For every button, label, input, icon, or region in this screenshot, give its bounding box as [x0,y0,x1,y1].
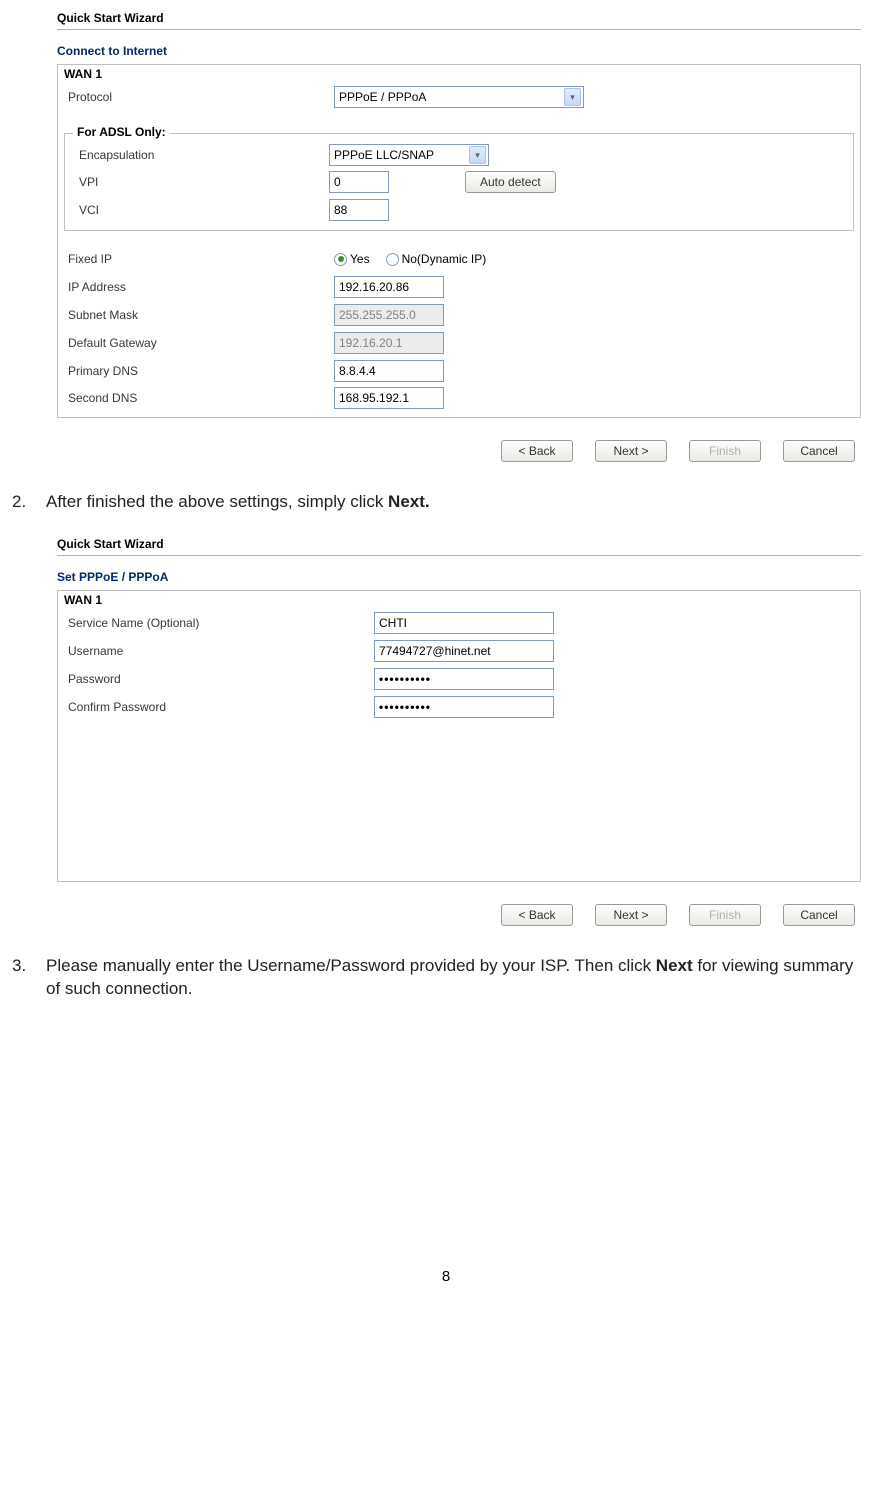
protocol-select[interactable]: PPPoE / PPPoA ▾ [334,86,584,108]
sdns-input[interactable]: 168.95.192.1 [334,387,444,409]
svcname-label: Service Name (Optional) [64,616,374,630]
vpi-label: VPI [75,175,329,189]
password-input[interactable]: •••••••••• [374,668,554,690]
wan1-box-2: WAN 1 Service Name (Optional) CHTI Usern… [57,590,861,882]
vci-label: VCI [75,203,329,217]
finish-button: Finish [689,440,761,462]
wan1-box: WAN 1 Protocol PPPoE / PPPoA ▾ For ADSL … [57,64,861,418]
vpi-input[interactable]: 0 [329,171,389,193]
svcname-input[interactable]: CHTI [374,612,554,634]
username-input[interactable]: 77494727@hinet.net [374,640,554,662]
chevron-down-icon: ▾ [564,88,581,106]
adsl-legend: For ADSL Only: [73,125,170,139]
step-3-text-bold: Next [656,956,693,975]
encap-select-value: PPPoE LLC/SNAP [334,148,434,162]
subnet-input: 255.255.255.0 [334,304,444,326]
encap-select[interactable]: PPPoE LLC/SNAP ▾ [329,144,489,166]
protocol-label: Protocol [64,90,334,104]
step-3-number: 3. [12,955,46,1001]
wizard-panel-connect: Quick Start Wizard Connect to Internet W… [56,0,862,467]
step-3-text: Please manually enter the Username/Passw… [46,955,862,1001]
sdns-label: Second DNS [64,391,334,405]
chevron-down-icon: ▾ [469,146,486,164]
wizard-title: Quick Start Wizard [57,11,861,25]
step-2-text: After finished the above settings, simpl… [46,491,862,514]
wizard-buttons-1: < Back Next > Finish Cancel [57,428,861,466]
section-title-pppoe: Set PPPoE / PPPoA [57,570,861,584]
pdns-label: Primary DNS [64,364,334,378]
cancel-button[interactable]: Cancel [783,440,855,462]
fixedip-yes-label: Yes [350,252,370,266]
back-button[interactable]: < Back [501,440,573,462]
step-2-number: 2. [12,491,46,514]
gateway-input: 192.16.20.1 [334,332,444,354]
adsl-fieldset: For ADSL Only: Encapsulation PPPoE LLC/S… [64,133,854,231]
step-2-text-bold: Next. [388,492,430,511]
autodetect-button[interactable]: Auto detect [465,171,556,193]
divider [57,29,861,30]
step-3-text-a: Please manually enter the Username/Passw… [46,956,656,975]
wizard-buttons-2: < Back Next > Finish Cancel [57,892,861,930]
subnet-label: Subnet Mask [64,308,334,322]
pdns-input[interactable]: 8.8.4.4 [334,360,444,382]
fixedip-no-label: No(Dynamic IP) [402,252,487,266]
back-button-2[interactable]: < Back [501,904,573,926]
radio-checked-icon [334,253,347,266]
finish-button-2: Finish [689,904,761,926]
wan1-header-2: WAN 1 [58,591,860,609]
username-label: Username [64,644,374,658]
page-number: 8 [0,1268,892,1285]
next-button[interactable]: Next > [595,440,667,462]
confirm-password-input[interactable]: •••••••••• [374,696,554,718]
ipaddr-input[interactable]: 192.16.20.86 [334,276,444,298]
wizard-panel-pppoe: Quick Start Wizard Set PPPoE / PPPoA WAN… [56,526,862,931]
step-3: 3. Please manually enter the Username/Pa… [12,955,862,1001]
fixedip-no-radio[interactable]: No(Dynamic IP) [386,252,487,266]
wan1-header: WAN 1 [58,65,860,83]
step-2: 2. After finished the above settings, si… [12,491,862,514]
vci-input[interactable]: 88 [329,199,389,221]
confirm-password-label: Confirm Password [64,700,374,714]
fixedip-label: Fixed IP [64,252,334,266]
step-2-text-a: After finished the above settings, simpl… [46,492,388,511]
section-title-connect: Connect to Internet [57,44,861,58]
ipaddr-label: IP Address [64,280,334,294]
cancel-button-2[interactable]: Cancel [783,904,855,926]
radio-unchecked-icon [386,253,399,266]
password-label: Password [64,672,374,686]
encap-label: Encapsulation [75,148,329,162]
fixedip-yes-radio[interactable]: Yes [334,252,370,266]
gateway-label: Default Gateway [64,336,334,350]
next-button-2[interactable]: Next > [595,904,667,926]
protocol-select-value: PPPoE / PPPoA [339,90,426,104]
wizard-title-2: Quick Start Wizard [57,537,861,551]
divider-2 [57,555,861,556]
